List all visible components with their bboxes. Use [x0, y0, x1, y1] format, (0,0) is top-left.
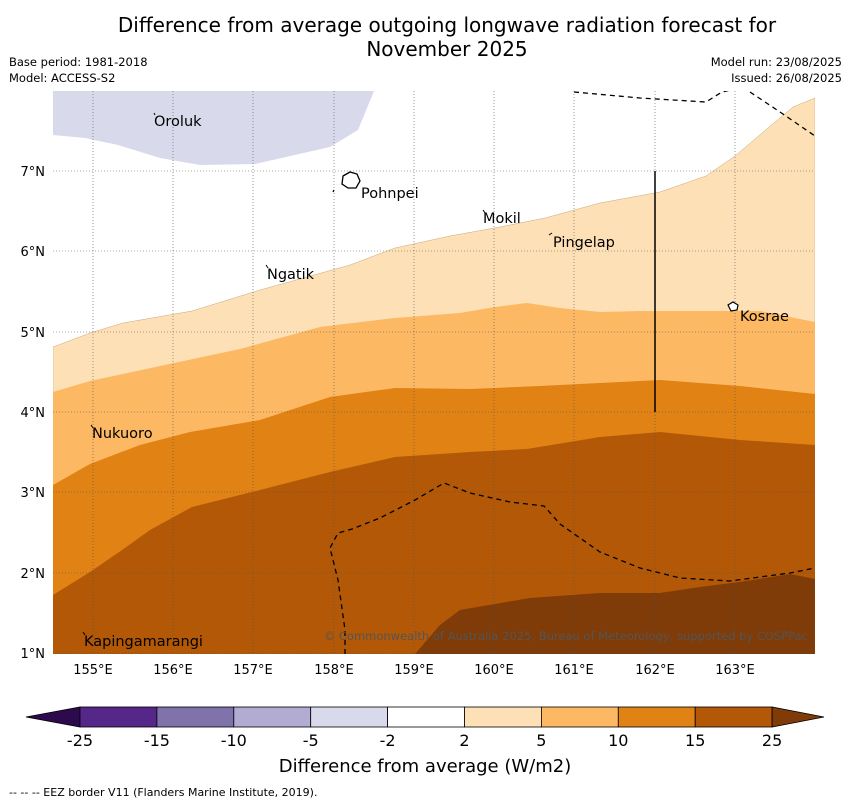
colorbar-segment	[310, 706, 389, 728]
x-tick: 157°E	[233, 663, 273, 678]
label-kosrae: Kosrae	[740, 309, 789, 325]
y-axis: 7°N 6°N 5°N 4°N 3°N 2°N 1°N	[21, 165, 46, 662]
meta-right: Model run: 23/08/2025 Issued: 26/08/2025	[711, 54, 842, 86]
colorbar-label: Difference from average (W/m2)	[279, 756, 571, 777]
label-ngatik: Ngatik	[267, 267, 315, 283]
x-tick: 160°E	[474, 663, 514, 678]
y-tick: 2°N	[21, 567, 46, 582]
y-tick: 6°N	[21, 245, 46, 260]
model-name: Model: ACCESS-S2	[9, 71, 116, 85]
colorbar-segment	[156, 706, 235, 728]
label-pingelap: Pingelap	[553, 235, 615, 251]
colorbar-tick: 25	[762, 731, 782, 750]
meta-left: Base period: 1981-2018 Model: ACCESS-S2	[9, 54, 148, 86]
base-period: Base period: 1981-2018	[9, 55, 148, 69]
issued-date: Issued: 26/08/2025	[731, 71, 842, 85]
y-tick: 3°N	[21, 486, 46, 501]
island-pohnpei	[341, 171, 361, 189]
colorbar-segment	[464, 706, 542, 728]
x-tick: 163°E	[715, 663, 755, 678]
colorbar-segment	[541, 706, 619, 728]
page-title: Difference from average outgoing longwav…	[0, 13, 850, 61]
colorbar-tick: -15	[144, 731, 170, 750]
y-tick: 4°N	[21, 406, 46, 421]
island-kosrae	[727, 301, 739, 312]
x-axis: 155°E 156°E 157°E 158°E 159°E 160°E 161°…	[73, 663, 755, 678]
colorbar-tick: 5	[536, 731, 546, 750]
model-run: Model run: 23/08/2025	[710, 55, 842, 69]
band-above-25	[415, 574, 815, 654]
island-marks	[82, 112, 553, 636]
colorbar-tick: 2	[459, 731, 469, 750]
label-oroluk: Oroluk	[154, 114, 202, 130]
y-tick: 7°N	[21, 165, 46, 180]
y-tick: 1°N	[21, 647, 46, 662]
colorbar-segment	[694, 706, 773, 728]
colorbar-segment	[233, 706, 312, 728]
y-tick: 5°N	[21, 326, 46, 341]
x-tick: 162°E	[635, 663, 675, 678]
x-tick: 161°E	[554, 663, 594, 678]
title-line-1: Difference from average outgoing longwav…	[117, 13, 777, 37]
colorbar-tick: -10	[221, 731, 247, 750]
colorbar-arrow-low	[25, 706, 81, 728]
x-tick: 159°E	[394, 663, 434, 678]
label-pohnpei: Pohnpei	[361, 186, 419, 202]
label-kapingamarangi: Kapingamarangi	[84, 634, 203, 650]
eez-legend-note: -- -- -- EEZ border V11 (Flanders Marine…	[9, 786, 318, 799]
x-tick: 156°E	[153, 663, 193, 678]
colorbar: -25 -15 -10 -5 -2 2 5 10 15 25	[25, 706, 825, 750]
colorbar-tick: -2	[380, 731, 396, 750]
colorbar-arrow-high	[771, 706, 825, 728]
label-mokil: Mokil	[483, 211, 521, 227]
colorbar-segment	[617, 706, 696, 728]
label-nukuoro: Nukuoro	[92, 426, 153, 442]
colorbar-segment	[79, 706, 158, 728]
copyright-text: © Commonwealth of Australia 2025, Bureau…	[324, 629, 808, 643]
colorbar-tick: 15	[685, 731, 705, 750]
colorbar-tick: 10	[608, 731, 628, 750]
colorbar-tick: -5	[303, 731, 319, 750]
title-line-2: November 2025	[366, 37, 528, 61]
island-pohnpei-islet	[332, 189, 335, 193]
colorbar-segment	[387, 706, 465, 728]
band-neg-5-to-neg-2	[53, 91, 374, 165]
x-tick: 155°E	[73, 663, 113, 678]
x-tick: 158°E	[314, 663, 354, 678]
colorbar-tick: -25	[67, 731, 93, 750]
eez-border	[329, 91, 815, 654]
